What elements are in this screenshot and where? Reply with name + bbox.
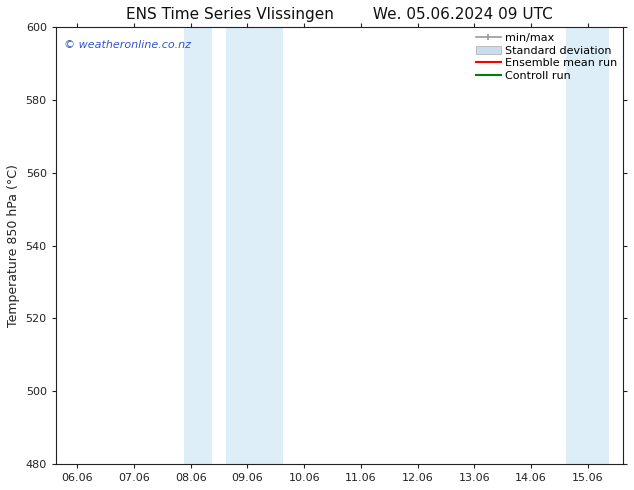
- Bar: [226, 27, 283, 464]
- Bar: [566, 27, 595, 464]
- Text: © weatheronline.co.nz: © weatheronline.co.nz: [64, 40, 191, 50]
- Bar: [184, 27, 212, 464]
- Bar: [595, 27, 609, 464]
- Y-axis label: Temperature 850 hPa (°C): Temperature 850 hPa (°C): [7, 164, 20, 327]
- Title: ENS Time Series Vlissingen        We. 05.06.2024 09 UTC: ENS Time Series Vlissingen We. 05.06.202…: [126, 7, 553, 22]
- Legend: min/max, Standard deviation, Ensemble mean run, Controll run: min/max, Standard deviation, Ensemble me…: [474, 30, 619, 83]
